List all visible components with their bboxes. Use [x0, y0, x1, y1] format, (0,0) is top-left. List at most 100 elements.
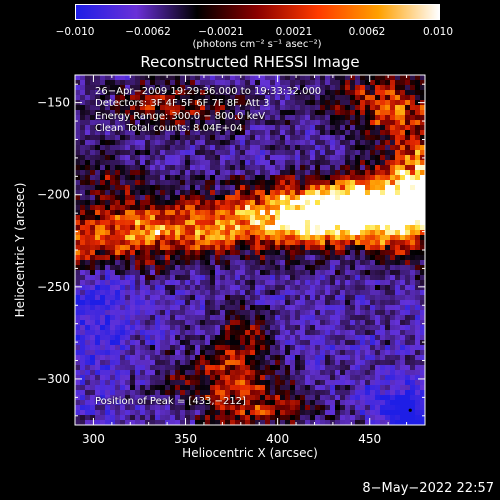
heatmap-cell — [225, 300, 231, 306]
heatmap-cell — [335, 235, 341, 241]
heatmap-cell — [405, 275, 411, 281]
heatmap-cell — [370, 110, 376, 116]
heatmap-cell — [340, 265, 346, 271]
heatmap-cell — [270, 115, 276, 121]
heatmap-cell — [310, 385, 316, 391]
heatmap-cell — [80, 225, 86, 231]
heatmap-cell — [205, 150, 211, 156]
heatmap-cell — [345, 345, 351, 351]
heatmap-cell — [275, 210, 281, 216]
heatmap-cell — [265, 190, 271, 196]
heatmap-cell — [260, 415, 266, 421]
heatmap-cell — [340, 110, 346, 116]
heatmap-cell — [415, 175, 421, 181]
heatmap-cell — [420, 105, 426, 111]
heatmap-cell — [180, 105, 186, 111]
heatmap-cell — [160, 410, 166, 416]
heatmap-cell — [160, 245, 166, 251]
heatmap-cell — [405, 385, 411, 391]
heatmap-cell — [245, 315, 251, 321]
heatmap-cell — [215, 150, 221, 156]
heatmap-cell — [85, 200, 91, 206]
heatmap-cell — [385, 130, 391, 136]
heatmap-cell — [395, 370, 401, 376]
heatmap-cell — [225, 380, 231, 386]
heatmap-cell — [400, 390, 406, 396]
heatmap-cell — [110, 225, 116, 231]
heatmap-cell — [300, 255, 306, 261]
heatmap-cell — [100, 390, 106, 396]
heatmap-cell — [190, 205, 196, 211]
heatmap-cell — [405, 230, 411, 236]
heatmap-cell — [90, 140, 96, 146]
heatmap-cell — [160, 365, 166, 371]
heatmap-cell — [390, 240, 396, 246]
heatmap-cell — [270, 80, 276, 86]
heatmap-cell — [75, 390, 81, 396]
heatmap-cell — [315, 185, 321, 191]
heatmap-cell — [340, 400, 346, 406]
heatmap-cell — [85, 405, 91, 411]
heatmap-cell — [140, 385, 146, 391]
heatmap-cell — [270, 135, 276, 141]
heatmap-cell — [385, 420, 391, 426]
heatmap-cell — [150, 165, 156, 171]
heatmap-cell — [155, 95, 161, 101]
heatmap-cell — [255, 130, 261, 136]
heatmap-cell — [225, 195, 231, 201]
heatmap-cell — [220, 300, 226, 306]
heatmap-cell — [325, 390, 331, 396]
heatmap-cell — [140, 315, 146, 321]
heatmap-cell — [270, 355, 276, 361]
heatmap-cell — [285, 145, 291, 151]
heatmap-cell — [285, 205, 291, 211]
heatmap-cell — [115, 235, 121, 241]
heatmap-cell — [145, 385, 151, 391]
heatmap-cell — [290, 130, 296, 136]
heatmap-cell — [205, 90, 211, 96]
heatmap-cell — [250, 270, 256, 276]
heatmap-cell — [355, 355, 361, 361]
heatmap-cell — [190, 345, 196, 351]
heatmap-cell — [195, 420, 201, 426]
heatmap-cell — [300, 265, 306, 271]
heatmap-cell — [345, 415, 351, 421]
heatmap-cell — [275, 205, 281, 211]
heatmap-cell — [95, 400, 101, 406]
heatmap-cell — [150, 290, 156, 296]
heatmap-cell — [365, 400, 371, 406]
heatmap-cell — [305, 315, 311, 321]
heatmap-cell — [240, 170, 246, 176]
heatmap-cell — [355, 330, 361, 336]
heatmap-cell — [140, 355, 146, 361]
heatmap-cell — [185, 285, 191, 291]
heatmap-cell — [290, 265, 296, 271]
heatmap-cell — [385, 320, 391, 326]
heatmap-cell — [385, 390, 391, 396]
heatmap-cell — [185, 130, 191, 136]
heatmap-cell — [335, 85, 341, 91]
heatmap-cell — [330, 345, 336, 351]
heatmap-cell — [290, 230, 296, 236]
heatmap-cell — [250, 75, 256, 81]
heatmap-cell — [150, 270, 156, 276]
heatmap-cell — [365, 395, 371, 401]
heatmap-cell — [110, 350, 116, 356]
heatmap-cell — [80, 395, 86, 401]
heatmap-cell — [245, 135, 251, 141]
heatmap-cell — [95, 160, 101, 166]
heatmap-cell — [405, 175, 411, 181]
heatmap-cell — [390, 400, 396, 406]
heatmap-cell — [160, 195, 166, 201]
heatmap-cell — [120, 180, 126, 186]
heatmap-cell — [75, 260, 81, 266]
heatmap-cell — [410, 165, 416, 171]
heatmap-cell — [275, 180, 281, 186]
heatmap-cell — [320, 135, 326, 141]
heatmap-cell — [290, 420, 296, 426]
heatmap-cell — [385, 245, 391, 251]
heatmap-cell — [410, 115, 416, 121]
heatmap-cell — [170, 170, 176, 176]
heatmap-cell — [145, 335, 151, 341]
heatmap-cell — [395, 330, 401, 336]
